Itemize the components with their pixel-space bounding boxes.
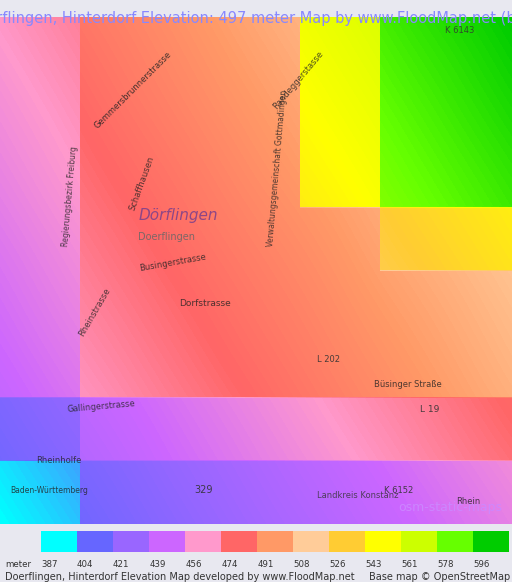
- Bar: [293, 531, 329, 552]
- Bar: [329, 531, 365, 552]
- Text: meter: meter: [5, 560, 31, 569]
- Text: K 6152: K 6152: [384, 487, 413, 495]
- Text: Gallingerstrasse: Gallingerstrasse: [67, 399, 136, 414]
- Text: 526: 526: [329, 560, 346, 569]
- Text: Büsinger Straße: Büsinger Straße: [374, 380, 441, 389]
- Text: Baden-Württemberg: Baden-Württemberg: [10, 487, 88, 495]
- Text: Verwaltungsgemeinschaft Gottmadingen: Verwaltungsgemeinschaft Gottmadingen: [266, 90, 289, 247]
- Text: Rheinholfe: Rheinholfe: [36, 456, 81, 465]
- Bar: [401, 531, 437, 552]
- Text: 474: 474: [221, 560, 238, 569]
- Text: 421: 421: [113, 560, 130, 569]
- Text: Regierungsbezirk Freiburg: Regierungsbezirk Freiburg: [61, 146, 79, 247]
- Bar: [113, 531, 149, 552]
- Text: Rheinstrasse: Rheinstrasse: [77, 287, 112, 339]
- Text: 329: 329: [195, 485, 213, 495]
- Text: Landkreis Konstanz: Landkreis Konstanz: [317, 491, 399, 501]
- Text: Rhein: Rhein: [456, 496, 480, 506]
- Text: Doerflingen, Hinterdorf Elevation Map developed by www.FloodMap.net: Doerflingen, Hinterdorf Elevation Map de…: [5, 572, 355, 581]
- Text: Randeggerstasse: Randeggerstasse: [271, 49, 325, 111]
- Text: L 202: L 202: [317, 355, 340, 364]
- Text: 596: 596: [474, 560, 490, 569]
- Text: Schaffhausen: Schaffhausen: [128, 155, 156, 212]
- Text: Doerflingen: Doerflingen: [138, 232, 195, 242]
- Text: 508: 508: [293, 560, 310, 569]
- Bar: [365, 531, 401, 552]
- Text: 456: 456: [185, 560, 202, 569]
- Text: Base map © OpenStreetMap contributors: Base map © OpenStreetMap contributors: [369, 572, 512, 581]
- Bar: [221, 531, 257, 552]
- Text: Gemmersbrunnerstrasse: Gemmersbrunnerstrasse: [92, 50, 173, 131]
- Bar: [257, 531, 293, 552]
- Text: Busingerstrasse: Busingerstrasse: [138, 252, 206, 272]
- Bar: [185, 531, 221, 552]
- Text: 387: 387: [41, 560, 57, 569]
- Text: Dörflingen: Dörflingen: [138, 208, 218, 223]
- Bar: [474, 531, 509, 552]
- Text: 578: 578: [437, 560, 454, 569]
- Bar: [437, 531, 474, 552]
- Bar: [77, 531, 113, 552]
- Bar: [41, 531, 77, 552]
- Text: 491: 491: [257, 560, 273, 569]
- Text: osm-static-maps: osm-static-maps: [398, 501, 502, 514]
- Text: Doerflingen, Hinterdorf Elevation: 497 meter Map by www.FloodMap.net (beta): Doerflingen, Hinterdorf Elevation: 497 m…: [0, 12, 512, 26]
- Text: 561: 561: [401, 560, 418, 569]
- Text: 439: 439: [149, 560, 165, 569]
- Bar: [149, 531, 185, 552]
- Text: L 19: L 19: [420, 406, 439, 414]
- Text: Dorfstrasse: Dorfstrasse: [179, 299, 231, 308]
- Text: 543: 543: [365, 560, 382, 569]
- Text: K 6143: K 6143: [445, 26, 475, 35]
- Text: 404: 404: [77, 560, 94, 569]
